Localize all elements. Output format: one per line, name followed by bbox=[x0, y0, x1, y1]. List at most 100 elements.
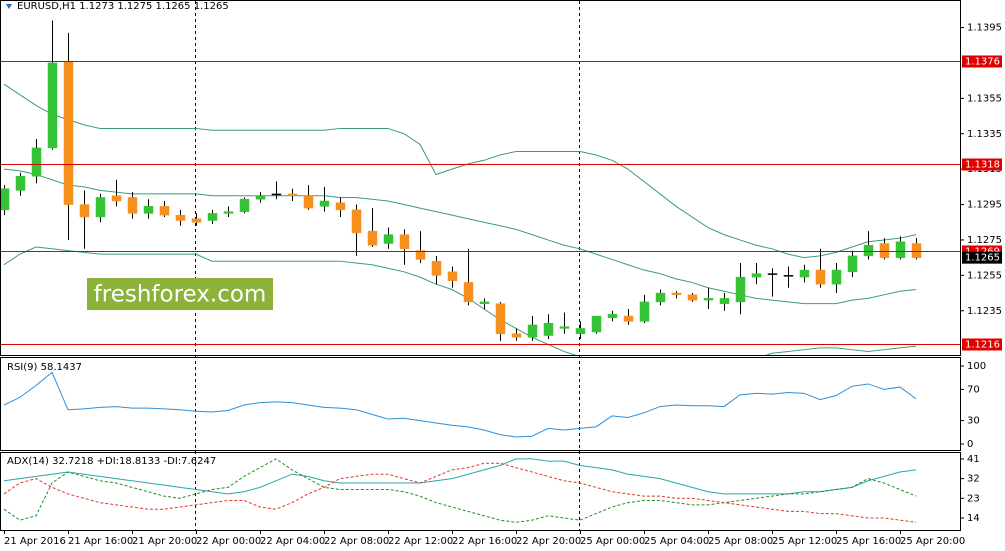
level-text: 1.1216 bbox=[965, 340, 1000, 351]
candle-body bbox=[207, 213, 218, 221]
last-price-text: 1.1265 bbox=[965, 253, 1000, 264]
candle-body bbox=[95, 197, 106, 218]
candle-body bbox=[527, 324, 538, 338]
y-tick-label: 30 bbox=[967, 416, 980, 427]
x-tick-label: 22 Apr 16:00 bbox=[452, 536, 517, 547]
candle-body bbox=[223, 211, 234, 214]
candle-body bbox=[335, 202, 346, 211]
candle-body bbox=[799, 269, 810, 278]
symbol-icon bbox=[6, 4, 12, 9]
indicator-line bbox=[3, 458, 917, 495]
candle-body bbox=[303, 195, 314, 209]
last-price-label: 1.1265 bbox=[962, 251, 1002, 264]
x-tick-label: 21 Apr 2016 bbox=[4, 536, 66, 547]
candle-body bbox=[79, 204, 90, 218]
x-tick-label: 21 Apr 20:00 bbox=[132, 536, 197, 547]
candle-body bbox=[143, 206, 154, 214]
candle-body bbox=[15, 175, 26, 191]
y-tick-label: 23 bbox=[967, 493, 980, 504]
indicator-line bbox=[3, 246, 917, 355]
y-tick-label: 1.1395 bbox=[967, 23, 1002, 34]
x-tick-label: 25 Apr 08:00 bbox=[708, 536, 773, 547]
x-tick-label: 22 Apr 12:00 bbox=[388, 536, 453, 547]
x-tick-label: 22 Apr 00:00 bbox=[196, 536, 261, 547]
candle-body bbox=[863, 245, 874, 257]
candle-body bbox=[431, 260, 442, 276]
level-box bbox=[962, 338, 1002, 351]
candle-body bbox=[751, 273, 762, 278]
candle-body bbox=[415, 250, 426, 260]
y-tick-label: 14 bbox=[967, 513, 980, 524]
candle-body bbox=[463, 282, 474, 303]
candle-body bbox=[239, 198, 250, 212]
candle-body bbox=[783, 275, 794, 277]
candle-body bbox=[543, 322, 554, 336]
indicator-line bbox=[3, 371, 917, 438]
candle-body bbox=[847, 255, 858, 273]
candle-body bbox=[159, 206, 170, 216]
candle-body bbox=[111, 195, 122, 202]
candle-body bbox=[671, 292, 682, 296]
y-tick-label: 100 bbox=[967, 361, 986, 372]
chart-title: EURUSD,H1 1.1273 1.1275 1.1265 1.1265 bbox=[17, 1, 229, 12]
candle-body bbox=[831, 269, 842, 285]
y-tick-label: 70 bbox=[967, 384, 980, 395]
candle-body bbox=[511, 333, 522, 338]
x-tick-label: 25 Apr 12:00 bbox=[772, 536, 837, 547]
candle-body bbox=[63, 60, 74, 205]
candle-body bbox=[127, 197, 138, 214]
y-tick-label: 32 bbox=[967, 474, 980, 485]
watermark-box bbox=[87, 278, 273, 310]
plot-area bbox=[3, 458, 917, 523]
indicator-line bbox=[3, 458, 917, 523]
plot-area bbox=[3, 371, 917, 438]
candle-body bbox=[591, 315, 602, 333]
level-text: 1.1318 bbox=[965, 160, 1000, 171]
candle-body bbox=[1, 188, 10, 211]
y-tick-label: 41 bbox=[967, 454, 980, 465]
adx-panel bbox=[0, 452, 961, 531]
candle-body bbox=[319, 200, 330, 207]
candle-body bbox=[31, 147, 42, 177]
y-tick-label: 1.1295 bbox=[967, 200, 1002, 211]
candle-body bbox=[911, 243, 922, 258]
candle-body bbox=[735, 276, 746, 303]
level-text: 1.1376 bbox=[965, 57, 1000, 68]
last-price-box bbox=[962, 251, 1002, 264]
indicator-line bbox=[3, 462, 917, 523]
y-tick-label: 1.1335 bbox=[967, 129, 1002, 140]
candle-body bbox=[815, 269, 826, 285]
x-tick-label: 22 Apr 04:00 bbox=[260, 536, 325, 547]
candle-body bbox=[447, 271, 458, 281]
watermark: freshforex.com bbox=[87, 278, 273, 310]
level-label: 1.1216 bbox=[962, 338, 1002, 351]
rsi-title: RSI(9) 58.1437 bbox=[7, 362, 82, 373]
x-tick-label: 25 Apr 16:00 bbox=[836, 536, 901, 547]
candle-body bbox=[287, 193, 298, 196]
indicator-line bbox=[3, 168, 917, 305]
level-label: 1.1376 bbox=[962, 55, 1002, 68]
level-box bbox=[962, 55, 1002, 68]
candle-body bbox=[879, 243, 890, 258]
candle-body bbox=[623, 315, 634, 322]
indicator-line bbox=[3, 83, 917, 259]
watermark-text: freshforex.com bbox=[94, 282, 267, 308]
plot-area bbox=[1, 20, 922, 355]
candle-body bbox=[47, 62, 58, 149]
x-tick-label: 21 Apr 16:00 bbox=[68, 536, 133, 547]
candle-body bbox=[351, 209, 362, 234]
candle-body bbox=[639, 301, 650, 322]
x-tick-label: 25 Apr 00:00 bbox=[580, 536, 645, 547]
candle-body bbox=[719, 298, 730, 304]
x-tick-label: 25 Apr 20:00 bbox=[900, 536, 965, 547]
candle-body bbox=[479, 301, 490, 304]
adx-title: ADX(14) 32.7218 +DI:18.8133 -DI:7.6247 bbox=[7, 456, 216, 467]
rsi-panel bbox=[0, 357, 961, 451]
y-tick-label: 0 bbox=[967, 439, 973, 450]
candle-body bbox=[895, 241, 906, 258]
y-tick-label: 1.1355 bbox=[967, 93, 1002, 104]
candle-body bbox=[687, 294, 698, 301]
candle-body bbox=[655, 292, 666, 303]
y-tick-label: 1.1275 bbox=[967, 235, 1002, 246]
x-tick-label: 22 Apr 08:00 bbox=[324, 536, 389, 547]
